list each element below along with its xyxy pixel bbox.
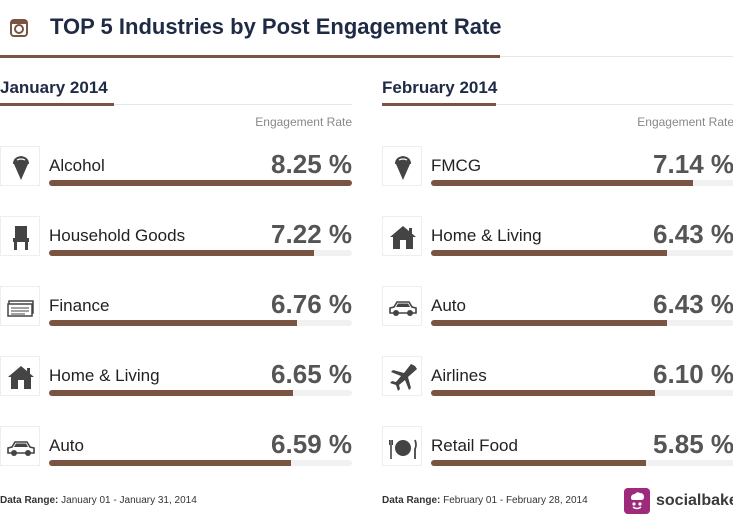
- bar-row: Auto 6.59 %: [0, 426, 352, 496]
- bar-row: Retail Food 5.85 %: [382, 426, 733, 496]
- value-label: 5.85 %: [653, 429, 733, 459]
- value-label: 6.10 %: [653, 359, 733, 389]
- category-label: Auto: [431, 296, 466, 315]
- column-label: Engagement Rate: [255, 115, 352, 129]
- bar: [431, 460, 646, 466]
- title-underline: [0, 55, 500, 58]
- bar-row: Household Goods 7.22 %: [0, 216, 352, 286]
- brand-name: socialbakers: [656, 492, 733, 509]
- category-label: Home & Living: [431, 226, 542, 245]
- bar-track: [431, 460, 733, 466]
- category-label: Alcohol: [49, 156, 105, 175]
- bar: [49, 180, 352, 186]
- panel-divider: [496, 104, 733, 105]
- house-icon: [0, 356, 40, 396]
- bar-track: [431, 320, 733, 326]
- header: TOP 5 Industries by Post Engagement Rate: [0, 0, 733, 58]
- category-label: Household Goods: [49, 226, 186, 245]
- bar: [49, 250, 315, 256]
- bar-row: Alcohol 8.25 %: [0, 146, 352, 216]
- bar: [431, 180, 694, 186]
- brand-logo: socialbakers: [624, 486, 733, 520]
- category-label: Airlines: [431, 366, 487, 385]
- bar-track: [431, 390, 733, 396]
- data-range-label: Data Range:: [382, 495, 441, 506]
- data-range-february: Data Range: February 01 - February 28, 2…: [382, 495, 588, 506]
- column-label: Engagement Rate: [637, 115, 733, 129]
- value-label: 6.59 %: [271, 429, 352, 459]
- value-label: 6.43 %: [653, 289, 733, 319]
- page-title: TOP 5 Industries by Post Engagement Rate: [50, 14, 502, 39]
- instagram-icon: [10, 19, 28, 37]
- data-range-value: February 01 - February 28, 2014: [443, 495, 588, 506]
- panel-february: February 2014 Engagement Rate FMCG 7.14 %…: [382, 70, 733, 470]
- data-range-value: January 01 - January 31, 2014: [61, 495, 197, 506]
- bar: [49, 460, 292, 466]
- house-icon: [382, 216, 422, 256]
- panel-title: January 2014: [0, 78, 108, 97]
- category-label: FMCG: [431, 156, 482, 175]
- value-label: 6.43 %: [653, 219, 733, 249]
- chair-icon: [0, 216, 40, 256]
- value-label: 6.76 %: [271, 289, 352, 319]
- airplane-icon: [382, 356, 422, 396]
- bar: [431, 320, 668, 326]
- bar-track: [49, 320, 352, 326]
- bar-track: [49, 460, 352, 466]
- panel-title: February 2014: [382, 78, 498, 97]
- bar-row: Airlines 6.10 %: [382, 356, 733, 426]
- ice-cream-icon: [0, 146, 40, 186]
- category-label: Finance: [49, 296, 110, 315]
- bar-row: Home & Living 6.43 %: [382, 216, 733, 286]
- value-label: 6.65 %: [271, 359, 352, 389]
- bar: [49, 390, 294, 396]
- bar-row: Finance 6.76 %: [0, 286, 352, 356]
- value-label: 7.22 %: [271, 219, 352, 249]
- value-label: 7.14 %: [653, 149, 733, 179]
- money-icon: [0, 286, 40, 326]
- panel-january: January 2014 Engagement Rate Alcohol 8.25…: [0, 70, 352, 470]
- bar-track: [431, 180, 733, 186]
- socialbakers-logo-icon: [624, 488, 650, 514]
- bar-track: [49, 180, 352, 186]
- plate-cutlery-icon: [382, 426, 422, 466]
- panel-title-underline: [382, 103, 496, 106]
- value-label: 8.25 %: [271, 149, 352, 179]
- bar-row: Home & Living 6.65 %: [0, 356, 352, 426]
- category-label: Retail Food: [431, 436, 518, 455]
- ice-cream-icon: [382, 146, 422, 186]
- bar-row: Auto 6.43 %: [382, 286, 733, 356]
- category-label: Auto: [49, 436, 84, 455]
- bar-track: [49, 390, 352, 396]
- bar-track: [49, 250, 352, 256]
- bar: [431, 390, 656, 396]
- bar-track: [431, 250, 733, 256]
- category-label: Home & Living: [49, 366, 160, 385]
- data-range-label: Data Range:: [0, 495, 59, 506]
- panel-divider: [114, 104, 352, 105]
- data-range-january: Data Range: January 01 - January 31, 201…: [0, 495, 197, 506]
- bar: [49, 320, 298, 326]
- bar: [431, 250, 668, 256]
- car-icon: [0, 426, 40, 466]
- bar-row: FMCG 7.14 %: [382, 146, 733, 216]
- title-divider: [500, 56, 733, 57]
- panel-title-underline: [0, 103, 114, 106]
- car-icon: [382, 286, 422, 326]
